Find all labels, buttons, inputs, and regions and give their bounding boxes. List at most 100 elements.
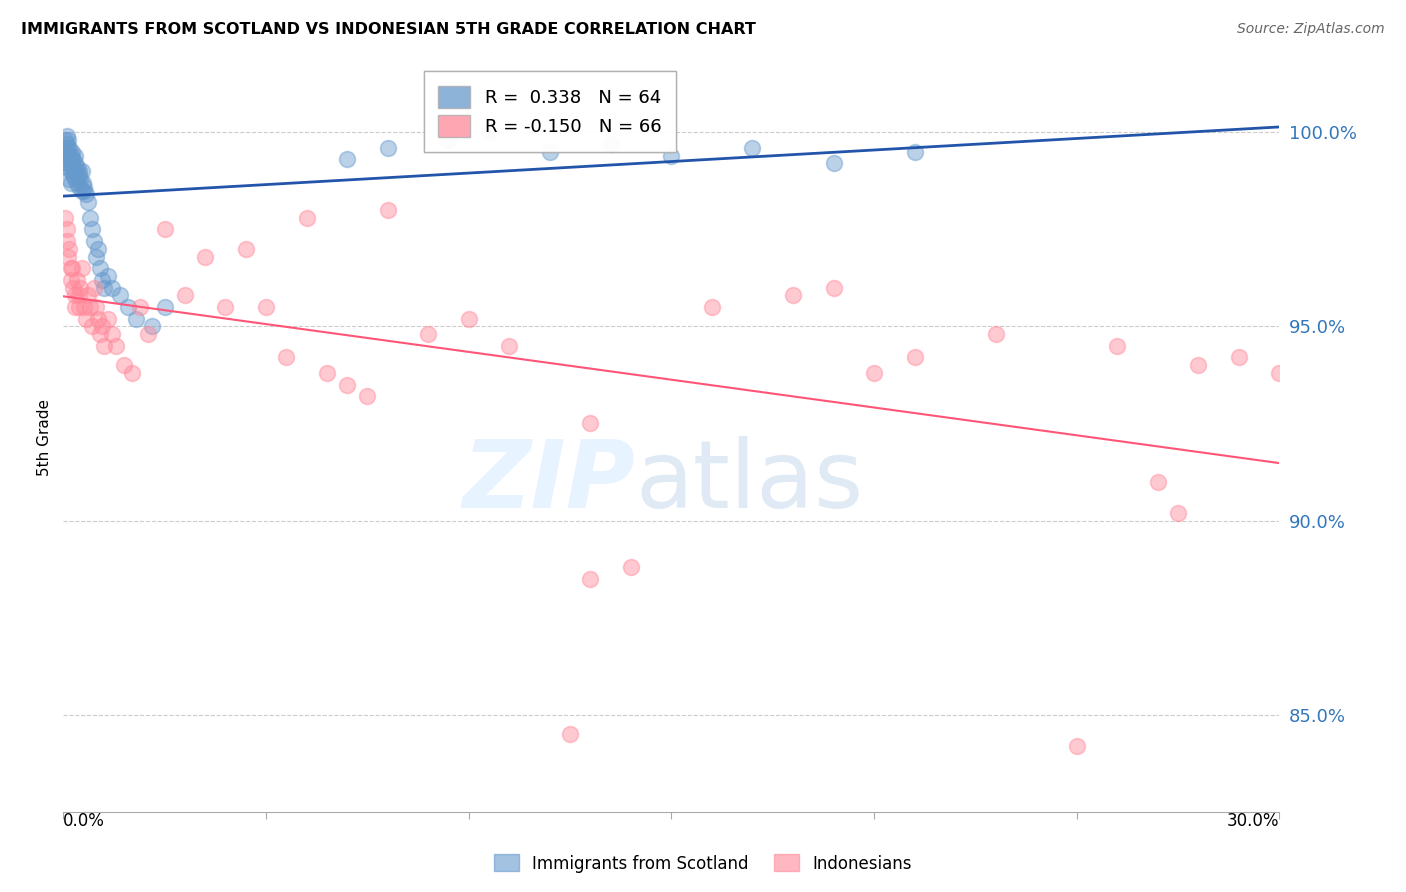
Point xyxy=(823,156,845,170)
Point xyxy=(90,319,112,334)
Point xyxy=(63,164,86,178)
Point xyxy=(69,300,91,314)
Point xyxy=(104,339,127,353)
Point xyxy=(661,148,683,162)
Point xyxy=(55,129,77,144)
Point xyxy=(93,339,115,353)
Point xyxy=(904,145,927,159)
Point xyxy=(53,145,76,159)
Point xyxy=(63,288,86,302)
Point xyxy=(56,148,79,162)
Point xyxy=(1227,351,1250,365)
Point xyxy=(418,327,440,342)
Point xyxy=(457,311,479,326)
Point xyxy=(904,351,927,365)
Point xyxy=(60,261,83,276)
Point xyxy=(1147,475,1170,489)
Point xyxy=(741,141,763,155)
Point xyxy=(70,184,93,198)
Point xyxy=(60,161,83,175)
Point xyxy=(141,319,163,334)
Point xyxy=(336,153,359,167)
Point xyxy=(1107,339,1129,353)
Point xyxy=(1268,366,1291,380)
Point xyxy=(59,164,82,178)
Point xyxy=(60,273,83,287)
Point xyxy=(56,136,79,151)
Text: ZIP: ZIP xyxy=(463,436,636,528)
Point xyxy=(579,572,602,586)
Point xyxy=(66,273,89,287)
Point xyxy=(58,141,80,155)
Point xyxy=(76,288,98,302)
Point xyxy=(108,288,131,302)
Point xyxy=(138,327,160,342)
Point xyxy=(79,300,101,314)
Point xyxy=(55,153,77,167)
Point xyxy=(558,727,581,741)
Point xyxy=(97,268,120,283)
Text: 30.0%: 30.0% xyxy=(1227,812,1279,830)
Point xyxy=(153,300,176,314)
Point xyxy=(112,358,135,372)
Point xyxy=(437,133,460,147)
Text: Source: ZipAtlas.com: Source: ZipAtlas.com xyxy=(1237,22,1385,37)
Point xyxy=(83,234,105,248)
Point xyxy=(79,211,101,225)
Point xyxy=(53,133,76,147)
Point xyxy=(76,195,98,210)
Point xyxy=(498,339,520,353)
Point xyxy=(356,389,378,403)
Point xyxy=(65,156,87,170)
Point xyxy=(70,261,93,276)
Text: IMMIGRANTS FROM SCOTLAND VS INDONESIAN 5TH GRADE CORRELATION CHART: IMMIGRANTS FROM SCOTLAND VS INDONESIAN 5… xyxy=(21,22,756,37)
Point xyxy=(174,288,197,302)
Point xyxy=(80,222,103,236)
Point xyxy=(60,153,83,167)
Point xyxy=(62,168,84,182)
Point xyxy=(276,351,298,365)
Point xyxy=(56,234,79,248)
Point xyxy=(53,211,76,225)
Point xyxy=(93,280,115,294)
Point xyxy=(62,280,84,294)
Point xyxy=(58,172,80,186)
Point xyxy=(1066,739,1088,753)
Point xyxy=(67,288,90,302)
Point xyxy=(66,161,89,175)
Point xyxy=(125,311,148,326)
Point xyxy=(62,153,84,167)
Point xyxy=(56,161,79,175)
Point xyxy=(75,187,97,202)
Point xyxy=(1167,506,1189,520)
Point xyxy=(620,560,643,574)
Point xyxy=(295,211,318,225)
Point xyxy=(254,300,277,314)
Point xyxy=(72,300,94,314)
Point xyxy=(538,145,561,159)
Text: 0.0%: 0.0% xyxy=(63,812,105,830)
Point xyxy=(58,156,80,170)
Point xyxy=(823,280,845,294)
Point xyxy=(63,148,86,162)
Point xyxy=(87,242,110,256)
Point xyxy=(194,250,217,264)
Text: atlas: atlas xyxy=(636,436,863,528)
Point xyxy=(55,141,77,155)
Point xyxy=(73,179,96,194)
Point xyxy=(1187,358,1209,372)
Point xyxy=(101,280,124,294)
Point xyxy=(56,133,79,147)
Point xyxy=(84,300,107,314)
Point xyxy=(599,136,621,151)
Point xyxy=(89,261,111,276)
Point xyxy=(89,327,111,342)
Point xyxy=(58,242,80,256)
Point xyxy=(66,176,89,190)
Point xyxy=(97,311,120,326)
Point xyxy=(984,327,1007,342)
Point xyxy=(214,300,236,314)
Legend: Immigrants from Scotland, Indonesians: Immigrants from Scotland, Indonesians xyxy=(488,847,918,880)
Point xyxy=(55,222,77,236)
Point xyxy=(579,417,602,431)
